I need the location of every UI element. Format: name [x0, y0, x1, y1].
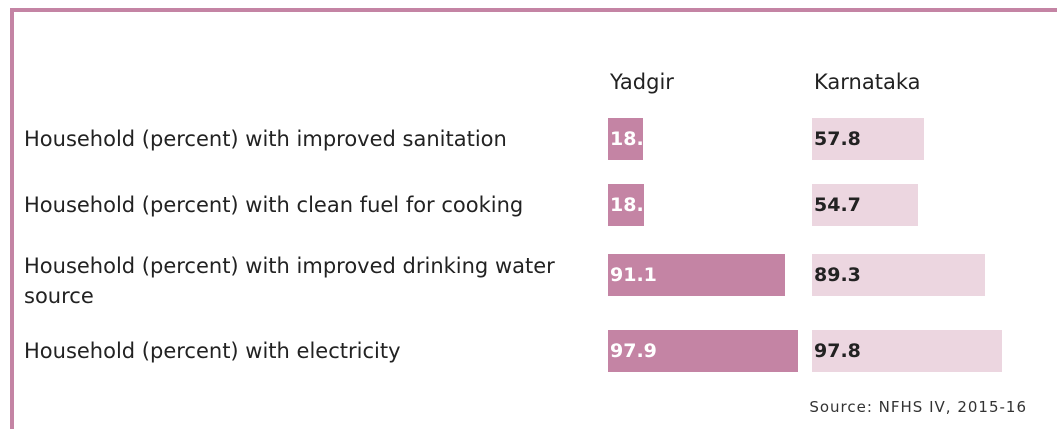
border	[10, 8, 1057, 12]
bar: 97.9	[608, 330, 798, 372]
source-note: Source: NFHS IV, 2015-16	[809, 398, 1027, 416]
row-label: Household (percent) with improved drinki…	[24, 254, 555, 308]
bar: 54.7	[812, 184, 919, 226]
row-label: Household (percent) with clean fuel for …	[24, 193, 524, 217]
bar: 97.8	[812, 330, 1002, 372]
bar: 89.3	[812, 254, 986, 296]
row-label: Household (percent) with improved sanita…	[24, 127, 507, 151]
border	[10, 8, 14, 429]
bar: 57.8	[812, 118, 925, 160]
bar: 91.1	[608, 254, 785, 296]
bar: 18.1	[608, 118, 657, 160]
row-label: Household (percent) with electricity	[24, 339, 401, 363]
column-header: Karnataka	[814, 70, 921, 94]
column-header: Yadgir	[610, 70, 674, 94]
bar: 18.7	[608, 184, 657, 226]
